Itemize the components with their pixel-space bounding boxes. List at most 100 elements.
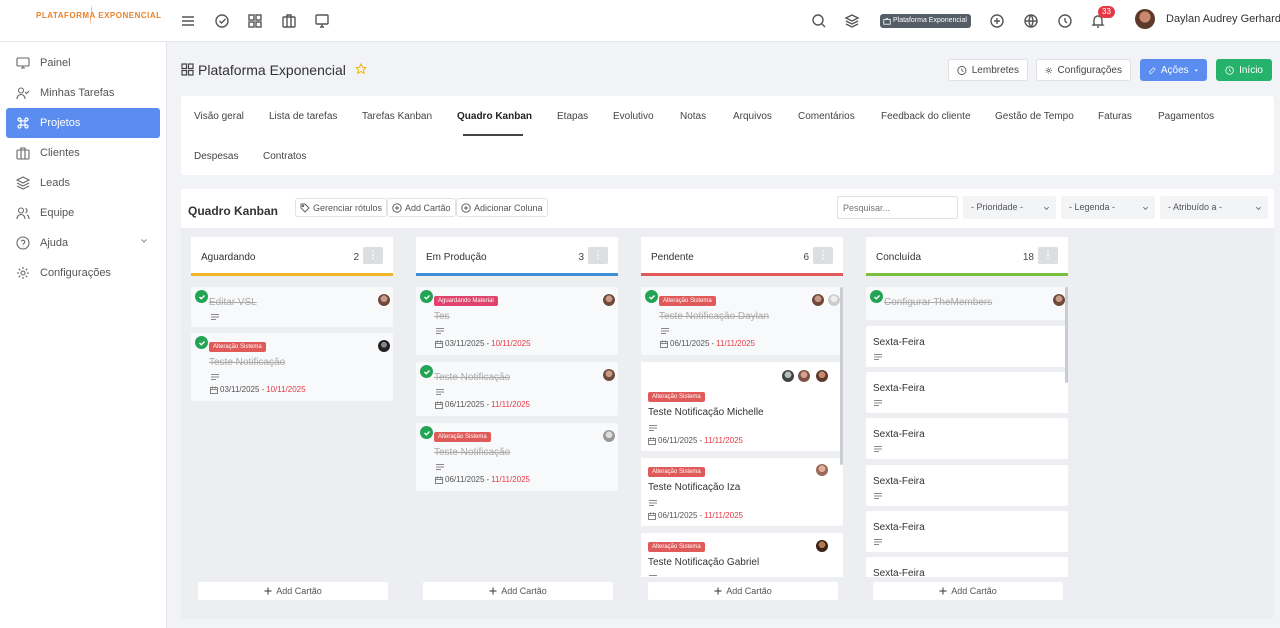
column-add-card-button[interactable]: Add Cartão <box>873 582 1063 600</box>
kanban-card[interactable]: Teste Notificação 06/11/2025 - 11/11/202… <box>416 362 618 416</box>
clock-icon[interactable] <box>1055 11 1075 31</box>
tab-evolutivo[interactable]: Evolutivo <box>613 111 654 122</box>
check-circle-icon[interactable] <box>212 11 232 31</box>
sidebar-item-configuracoes[interactable]: Configurações <box>6 258 160 288</box>
plus-circle-icon[interactable] <box>987 11 1007 31</box>
assignee-avatar[interactable] <box>815 539 829 553</box>
tab-notas[interactable]: Notas <box>680 111 707 122</box>
tab-contratos[interactable]: Contratos <box>263 151 307 162</box>
column-scrollbar[interactable] <box>1065 287 1068 383</box>
kanban-card[interactable]: Sexta-Feira <box>866 465 1068 506</box>
card-title: Teste Notificação Daylan <box>659 311 770 322</box>
workspace-badge[interactable]: Plataforma Exponencial <box>880 14 971 28</box>
column-name: Aguardando <box>201 252 256 263</box>
tab-comentarios[interactable]: Comentários <box>798 111 855 122</box>
kanban-card[interactable]: Sexta-Feira <box>866 511 1068 552</box>
tab-despesas[interactable]: Despesas <box>194 151 239 162</box>
kanban-card[interactable]: Alteração Sistema Teste Notificação Dayl… <box>641 287 843 355</box>
sidebar-item-leads[interactable]: Leads <box>6 168 160 198</box>
assignee-avatar[interactable] <box>815 369 829 383</box>
legend-filter-select[interactable]: - Legenda - <box>1061 196 1155 219</box>
tab-gestao-de-tempo[interactable]: Gestão de Tempo <box>995 111 1074 122</box>
assigned-filter-select[interactable]: - Atribuído a - <box>1160 196 1268 219</box>
sidebar-item-painel[interactable]: Painel <box>6 48 160 78</box>
menu-icon[interactable] <box>178 11 198 31</box>
assignee-avatar[interactable] <box>797 369 811 383</box>
column-cards: Aguardando Material Tes 03/11/2025 - 10/… <box>416 287 618 577</box>
kanban-card[interactable]: Alteração Sistema Teste Notificação 03/1… <box>191 333 393 401</box>
sidebar-item-minhas-tarefas[interactable]: Minhas Tarefas <box>6 78 160 108</box>
brand-logo[interactable]: PLATAFORMA EXPONENCIAL <box>36 5 162 25</box>
briefcase-icon[interactable] <box>279 11 299 31</box>
tab-pagamentos[interactable]: Pagamentos <box>1158 111 1215 122</box>
start-button[interactable]: Início <box>1216 59 1272 81</box>
add-column-button[interactable]: Adicionar Coluna <box>456 198 548 217</box>
tab-arquivos[interactable]: Arquivos <box>733 111 772 122</box>
user-avatar[interactable] <box>1135 9 1155 29</box>
assignee-avatar[interactable] <box>815 463 829 477</box>
assignee-avatar[interactable] <box>811 293 825 307</box>
tab-quadro-kanban[interactable]: Quadro Kanban <box>457 111 533 122</box>
user-name[interactable]: Daylan Audrey Gerhardt <box>1166 13 1280 25</box>
actions-dropdown-button[interactable]: Ações <box>1140 59 1207 81</box>
description-icon <box>874 400 882 406</box>
tab-feedback-do-cliente[interactable]: Feedback do cliente <box>881 111 971 122</box>
column-menu-button[interactable]: ⋮ <box>813 247 833 264</box>
card-dates: 03/11/2025 - 10/11/2025 <box>435 339 531 348</box>
sidebar-item-equipe[interactable]: Equipe <box>6 198 160 228</box>
assignee-avatar[interactable] <box>602 293 616 307</box>
check-icon <box>195 290 208 303</box>
globe-icon[interactable] <box>1021 11 1041 31</box>
manage-labels-button[interactable]: Gerenciar rótulos <box>295 198 388 217</box>
column-scrollbar[interactable] <box>840 287 843 465</box>
description-icon <box>649 425 657 431</box>
column-menu-button[interactable]: ⋮ <box>1038 247 1058 264</box>
kanban-card[interactable]: Configurar TheMembers <box>866 287 1068 320</box>
project-settings-button-label: Configurações <box>1057 64 1122 76</box>
assignee-avatar[interactable] <box>1052 293 1066 307</box>
kanban-card[interactable]: Alteração Sistema Teste Notificação 06/1… <box>416 423 618 491</box>
kanban-card[interactable]: Sexta-Feira <box>866 557 1068 577</box>
kanban-card[interactable]: Editar VSL <box>191 287 393 327</box>
board-search-input[interactable] <box>837 196 958 219</box>
assignee-avatar[interactable] <box>377 293 391 307</box>
assignee-avatar[interactable] <box>827 293 841 307</box>
kanban-card[interactable]: Sexta-Feira <box>866 418 1068 459</box>
sidebar-item-label: Equipe <box>40 207 75 219</box>
sidebar-item-ajuda[interactable]: Ajuda <box>6 228 160 258</box>
kanban-card[interactable]: Sexta-Feira <box>866 372 1068 413</box>
column-menu-button[interactable]: ⋮ <box>363 247 383 264</box>
priority-filter-select[interactable]: - Prioridade - <box>963 196 1056 219</box>
kanban-card[interactable]: Aguardando Material Tes 03/11/2025 - 10/… <box>416 287 618 355</box>
search-icon[interactable] <box>809 11 829 31</box>
clock-icon <box>957 65 967 75</box>
kanban-card[interactable]: Alteração Sistema Teste Notificação Iza … <box>641 458 843 526</box>
layers-icon[interactable] <box>842 11 862 31</box>
description-icon <box>649 500 657 506</box>
kanban-card[interactable]: Alteração Sistema Teste Notificação Gabr… <box>641 533 843 577</box>
assignee-avatar[interactable] <box>602 429 616 443</box>
project-settings-button[interactable]: Configurações <box>1036 59 1131 81</box>
sidebar-item-label: Painel <box>40 57 71 69</box>
add-card-button[interactable]: Add Cartão <box>387 198 456 217</box>
tab-etapas[interactable]: Etapas <box>557 111 589 122</box>
assignee-avatar[interactable] <box>781 369 795 383</box>
column-add-card-button[interactable]: Add Cartão <box>648 582 838 600</box>
monitor-icon[interactable] <box>312 11 332 31</box>
kanban-card[interactable]: Sexta-Feira <box>866 326 1068 367</box>
tab-faturas[interactable]: Faturas <box>1098 111 1132 122</box>
tab-visao-geral[interactable]: Visão geral <box>194 111 244 122</box>
sidebar-item-clientes[interactable]: Clientes <box>6 138 160 168</box>
column-add-card-button[interactable]: Add Cartão <box>198 582 388 600</box>
reminders-button[interactable]: Lembretes <box>948 59 1028 81</box>
column-menu-button[interactable]: ⋮ <box>588 247 608 264</box>
tab-tarefas-kanban[interactable]: Tarefas Kanban <box>362 111 433 122</box>
kanban-card[interactable]: Alteração Sistema Teste Notificação Mich… <box>641 362 843 451</box>
assignee-avatar[interactable] <box>602 368 616 382</box>
tab-lista-de-tarefas[interactable]: Lista de tarefas <box>269 111 338 122</box>
grid-icon[interactable] <box>245 11 265 31</box>
sidebar-item-projetos[interactable]: Projetos <box>6 108 160 138</box>
assignee-avatar[interactable] <box>377 339 391 353</box>
column-add-card-button[interactable]: Add Cartão <box>423 582 613 600</box>
star-icon[interactable] <box>355 63 367 75</box>
